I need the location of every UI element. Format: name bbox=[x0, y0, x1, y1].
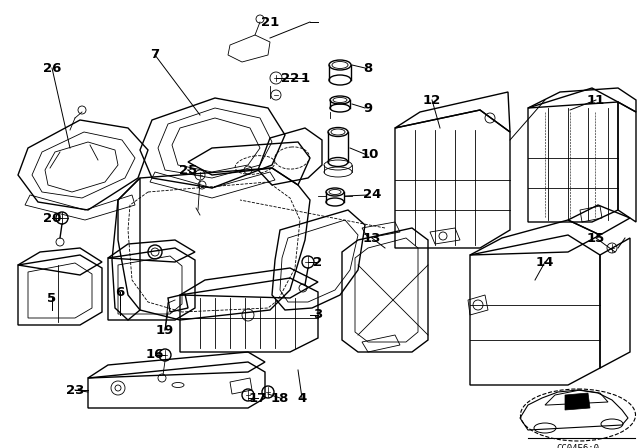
Text: 6: 6 bbox=[115, 285, 125, 298]
Text: 2: 2 bbox=[314, 255, 323, 268]
Text: 13: 13 bbox=[363, 232, 381, 245]
Circle shape bbox=[115, 385, 121, 391]
Text: 17: 17 bbox=[249, 392, 267, 405]
Text: 21: 21 bbox=[261, 16, 279, 29]
Text: 16: 16 bbox=[146, 349, 164, 362]
Text: 10: 10 bbox=[361, 148, 379, 161]
Text: 7: 7 bbox=[150, 48, 159, 61]
Text: 11: 11 bbox=[587, 94, 605, 107]
Text: 12: 12 bbox=[423, 94, 441, 107]
Text: 14: 14 bbox=[536, 255, 554, 268]
Text: 5: 5 bbox=[47, 292, 56, 305]
Text: 18: 18 bbox=[271, 392, 289, 405]
Text: 26: 26 bbox=[43, 61, 61, 74]
Text: 19: 19 bbox=[156, 323, 174, 336]
Text: 23: 23 bbox=[66, 383, 84, 396]
Text: 4: 4 bbox=[298, 392, 307, 405]
Text: 25: 25 bbox=[179, 164, 197, 177]
Text: 3: 3 bbox=[314, 309, 323, 322]
Polygon shape bbox=[565, 393, 590, 410]
Text: 1: 1 bbox=[300, 72, 310, 85]
Text: 8: 8 bbox=[364, 61, 372, 74]
Text: 9: 9 bbox=[364, 102, 372, 115]
Text: 15: 15 bbox=[587, 232, 605, 245]
Text: 24: 24 bbox=[363, 189, 381, 202]
Text: CC04E6:0: CC04E6:0 bbox=[557, 444, 600, 448]
Text: 20: 20 bbox=[43, 211, 61, 224]
Text: 22: 22 bbox=[281, 72, 299, 85]
